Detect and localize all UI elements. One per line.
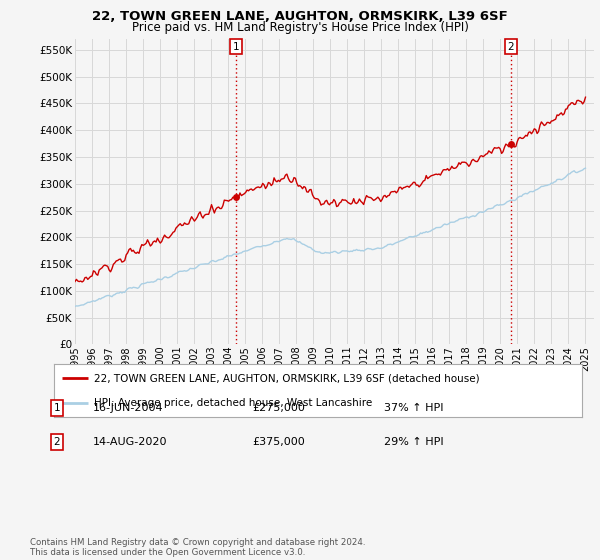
- Text: HPI: Average price, detached house, West Lancashire: HPI: Average price, detached house, West…: [94, 398, 372, 408]
- Text: 37% ↑ HPI: 37% ↑ HPI: [384, 403, 443, 413]
- Text: 2: 2: [53, 437, 61, 447]
- Text: 1: 1: [233, 42, 239, 52]
- Text: £275,000: £275,000: [252, 403, 305, 413]
- Text: 22, TOWN GREEN LANE, AUGHTON, ORMSKIRK, L39 6SF (detached house): 22, TOWN GREEN LANE, AUGHTON, ORMSKIRK, …: [94, 374, 479, 384]
- Text: 22, TOWN GREEN LANE, AUGHTON, ORMSKIRK, L39 6SF: 22, TOWN GREEN LANE, AUGHTON, ORMSKIRK, …: [92, 10, 508, 22]
- Text: 2: 2: [508, 42, 514, 52]
- Text: £375,000: £375,000: [252, 437, 305, 447]
- Text: Contains HM Land Registry data © Crown copyright and database right 2024.
This d: Contains HM Land Registry data © Crown c…: [30, 538, 365, 557]
- Text: 16-JUN-2004: 16-JUN-2004: [93, 403, 164, 413]
- Text: 29% ↑ HPI: 29% ↑ HPI: [384, 437, 443, 447]
- Text: 1: 1: [53, 403, 61, 413]
- Text: 14-AUG-2020: 14-AUG-2020: [93, 437, 167, 447]
- Text: Price paid vs. HM Land Registry's House Price Index (HPI): Price paid vs. HM Land Registry's House …: [131, 21, 469, 34]
